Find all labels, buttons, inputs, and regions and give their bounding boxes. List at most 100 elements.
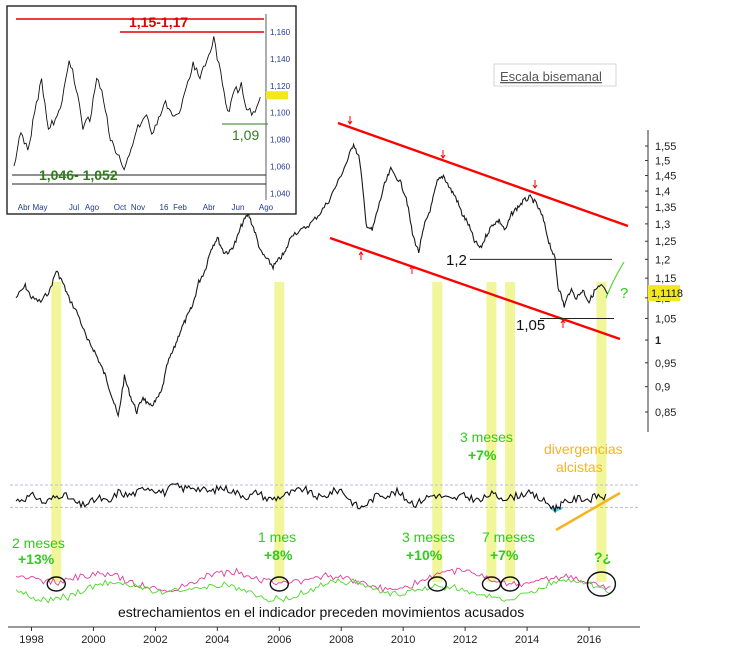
inset-target-label: 1,15-1,17 [129, 14, 188, 30]
narrowing-circle [427, 576, 447, 592]
move-change-4: +7% [468, 447, 497, 463]
bottom-question: ?¿ [594, 549, 611, 565]
x-tick-label: 2014 [515, 634, 539, 646]
y-tick-label: 1,05 [655, 313, 676, 325]
inset-x-label: Ago [85, 203, 100, 212]
move-change-2: +8% [264, 547, 293, 563]
y-tick-label: 1,4 [655, 186, 670, 198]
y-tick-label: 1,2 [655, 254, 670, 266]
pivot-arrow [560, 319, 566, 328]
highlight-band [432, 282, 443, 582]
pivot-arrow [532, 180, 538, 189]
indicator-green-line [15, 577, 611, 604]
inset-x-label: May [32, 203, 47, 212]
divergence-label-2: alcistas [556, 459, 603, 475]
channel-upper [337, 121, 629, 228]
price-line [15, 142, 609, 418]
annotations: 1,2 1,05 ? divergencias alcistas 2 meses… [12, 63, 628, 620]
x-tick-label: 2016 [577, 634, 601, 646]
x-tick-label: 2004 [205, 634, 229, 646]
y-tick-label: 0,9 [655, 382, 670, 394]
pivot-arrow [347, 116, 353, 125]
lower-indicator-panel [15, 567, 617, 604]
projection-arrow [605, 261, 625, 299]
y-tick-label: 1,3 [655, 219, 670, 231]
inset-support-label: 1,046- 1,052 [39, 167, 118, 183]
move-change-3: +10% [406, 547, 443, 563]
narrowing-circle [586, 571, 617, 597]
highlight-bands [51, 282, 607, 582]
x-tick-label: 2006 [267, 634, 291, 646]
scale-label: Escala bisemanal [500, 69, 602, 84]
trend-level-1-05: 1,05 [516, 317, 545, 334]
y-tick-label: 0,95 [655, 358, 676, 370]
y-tick-label: 1,35 [655, 202, 676, 214]
pivot-arrow [358, 251, 364, 260]
inset-x-label: Jul [69, 203, 79, 212]
y-tick-label: 1,5 [655, 156, 670, 168]
inset-y-label: 1,120 [270, 82, 291, 91]
inset-x-label: Abr [18, 203, 31, 212]
narrowing-circle [46, 576, 66, 592]
indicator-pink-line [15, 567, 611, 593]
last-value-label: 1,1118 [651, 288, 683, 300]
trend-level-1-2: 1,2 [446, 252, 467, 269]
highlight-band [486, 282, 497, 582]
y-tick-label: 1,45 [655, 171, 676, 183]
inset-x-label: Oct [114, 203, 127, 212]
channel-lower [329, 236, 621, 341]
narrowing-circle [269, 576, 289, 592]
inset-y-label: 1,100 [270, 109, 291, 118]
inset-x-label: Feb [173, 203, 187, 212]
x-tick-label: 2012 [453, 634, 477, 646]
footnote: estrechamientos en el indicador preceden… [118, 604, 524, 620]
move-period-1: 2 meses [12, 535, 65, 551]
move-change-1: +13% [18, 551, 55, 567]
x-tick-label: 2010 [391, 634, 415, 646]
x-tick-label: 2000 [81, 634, 105, 646]
oscillator-line [15, 482, 607, 514]
inset-price-line [13, 36, 261, 171]
inset-y-label: 1,160 [270, 28, 291, 37]
inset-last-value-tag [266, 91, 288, 100]
inset-x-label: Abr [203, 203, 216, 212]
move-period-3: 3 meses [402, 529, 455, 545]
last-value-tag [648, 285, 680, 302]
x-tick-label: 2008 [329, 634, 353, 646]
highlight-band [596, 282, 607, 582]
move-period-4: 3 meses [460, 429, 513, 445]
question-mark: ? [620, 285, 628, 302]
x-axis: 1998 2000 2002 2004 2006 2008 2010 2012 2014 2016 [8, 626, 640, 646]
oscillator-panel [10, 482, 640, 532]
inset-y-label: 1,040 [270, 189, 291, 198]
y-tick-label: 1,25 [655, 236, 676, 248]
divergence-label-1: divergencias [544, 441, 623, 457]
y-tick-label: 0,85 [655, 407, 676, 419]
move-change-5: +7% [490, 547, 519, 563]
divergence-line [555, 491, 621, 532]
highlight-band [505, 282, 516, 582]
y-tick-label: 1,15 [655, 273, 676, 285]
inset-y-label: 1,060 [270, 162, 291, 171]
pivot-arrow [409, 265, 415, 274]
y-tick-label: 1,55 [655, 141, 676, 153]
pivot-arrow [440, 150, 446, 159]
x-tick-label: 1998 [19, 634, 43, 646]
inset-x-label: Ago [259, 203, 274, 212]
highlight-band [51, 282, 62, 582]
narrowing-circle [500, 576, 520, 592]
inset-y-label: 1,140 [270, 55, 291, 64]
inset-x-label: Jun [232, 203, 245, 212]
inset-x-label: 16 [160, 203, 169, 212]
move-period-2: 1 mes [258, 529, 296, 545]
inset-y-label: 1,080 [270, 136, 291, 145]
y-tick-label: 1 [655, 335, 661, 347]
x-tick-label: 2002 [143, 634, 167, 646]
main-price-panel: 1,551,51,451,41,351,31,251,21,151,11,051… [15, 116, 683, 432]
move-period-5: 7 meses [482, 529, 535, 545]
inset-x-label: Nov [131, 203, 145, 212]
highlight-band [274, 282, 285, 582]
scale-label-box: Escala bisemanal [493, 63, 617, 87]
